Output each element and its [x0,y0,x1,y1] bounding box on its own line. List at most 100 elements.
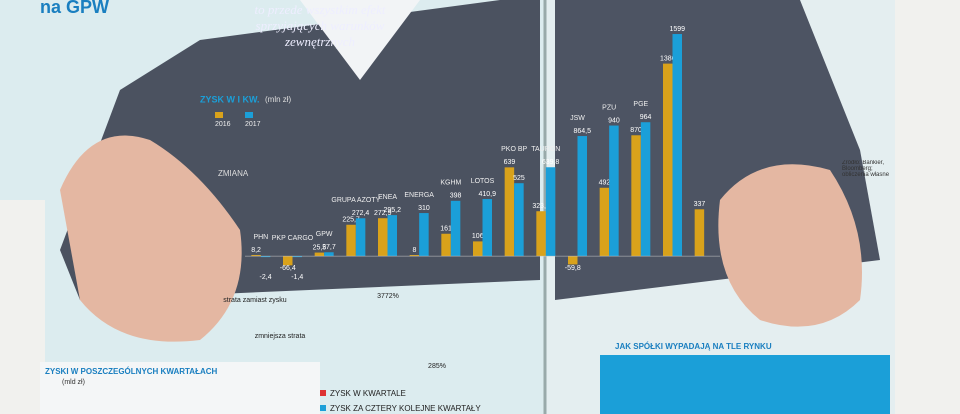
value-label: 639 [504,159,516,166]
category-label: ENEA [378,194,397,201]
legend-label: 2016 [215,121,231,128]
category-label: PKP CARGO [272,235,314,242]
market-title: JAK SPÓŁKI WYPADAJĄ NA TLE RYNKU [615,342,772,351]
chart-title: ZYSK W I KW. [200,94,260,104]
value-label: 161 [440,226,452,233]
bar [631,135,641,257]
quarterly-unit: (mld zł) [62,379,85,386]
category-label: PHN [253,234,268,241]
value-label: -66,4 [280,265,296,272]
bar [514,183,524,257]
annotation: 3772% [377,293,399,300]
shirt [300,0,420,80]
value-label: 1599 [669,26,685,33]
value-label: 492 [599,180,611,187]
bar [694,209,705,257]
value-label: 27,7 [322,244,336,251]
value-label: 295,2 [383,207,401,214]
bar [609,125,619,257]
bar [251,254,261,257]
value-label: -2,4 [260,274,272,281]
quarterly-panel [40,362,320,414]
legend-swatch [320,405,326,411]
category-label: ENERGA [404,192,434,199]
legend-label: 2017 [245,121,261,128]
legend-swatch [215,112,223,118]
bar [324,252,334,257]
bar [387,215,397,257]
value-label: 272,9 [374,210,392,217]
category-label: GRUPA AZOTY [331,197,380,204]
header: na GPW [40,0,109,17]
value-label: 940 [608,117,620,124]
bar [346,224,356,257]
category-label: JSW [570,115,585,122]
bar [441,233,451,257]
bar [314,252,325,257]
legend-label: ZYSK ZA CZTERY KOLEJNE KWARTAŁY [330,404,481,413]
value-label: 225,7 [342,217,360,224]
value-label: 639,8 [542,159,560,166]
bar [599,187,610,257]
market-panel [600,355,890,414]
value-label: 272,4 [352,210,370,217]
unit: (mln zł) [265,95,292,104]
change-label: ZMIANA [218,169,249,178]
bar [260,256,271,258]
hand [718,164,862,327]
bar [450,200,461,257]
value-label: 8 [412,247,416,254]
text-column [895,0,960,414]
text-column [0,200,45,414]
value-label: 323,2 [532,203,550,210]
bar [292,256,302,258]
bar [482,199,492,257]
value-label: 1386 [660,55,676,62]
bar [419,213,429,257]
value-label: 870 [630,127,642,134]
subtitle-box: to przede wszystkim efekt sprzyjających … [254,2,386,49]
bar [473,241,483,257]
bar [355,218,366,257]
source: Źródło: Bankier, Bloomberg; obliczenia w… [842,160,890,178]
legend-swatch [245,112,253,118]
value-label: 398 [450,193,462,200]
value-label: 410,9 [478,191,496,198]
category-label: PGE [633,101,648,108]
category-label: KGHM [440,180,461,187]
value-label: 8,2 [251,247,261,254]
value-label: 337 [694,201,706,208]
source-box: Źródło: Bankier, Bloomberg; obliczenia w… [842,160,890,178]
bar [409,255,420,257]
quarterly-title: ZYSKI W POSZCZEGÓLNYCH KWARTAŁACH [45,367,218,376]
bar [504,167,515,257]
bar [577,136,587,257]
category-label: LOTOS [471,178,495,185]
value-label: -1,4 [291,274,303,281]
category-label: GPW [316,231,333,238]
bar [536,211,546,257]
category-label: PZU [602,104,616,111]
legend-label: ZYSK W KWARTALE [330,389,406,398]
value-label: 106 [472,233,484,240]
value-label: -59,8 [565,265,581,272]
bar [378,218,388,257]
value-label: 25,5 [313,244,327,251]
bar [640,122,651,257]
category-label: TAURON [531,146,560,153]
bar [545,167,556,257]
bar [283,256,293,266]
hand [60,135,242,342]
value-label: 964 [640,114,652,121]
bar [568,256,578,265]
bar [672,34,682,257]
annotation: zmniejsza strata [255,333,306,340]
legend-swatch [320,390,326,396]
value-label: 864,5 [573,128,591,135]
bar [663,63,673,257]
subtitle: to przede wszystkim efekt sprzyjających … [254,2,386,49]
value-label: 310 [418,205,430,212]
annotation: strata zamiast zysku [223,297,287,304]
value-label: 525 [513,175,525,182]
